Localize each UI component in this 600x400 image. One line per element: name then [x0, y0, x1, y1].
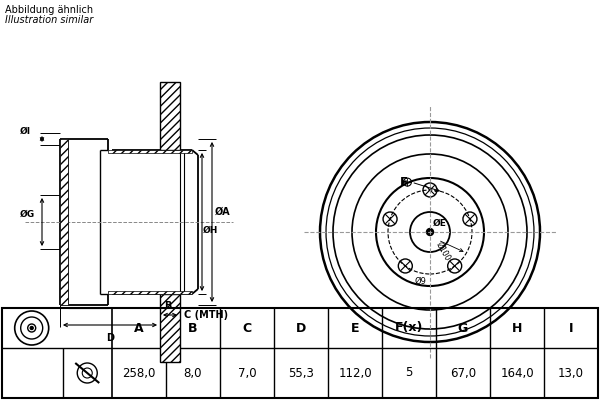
Text: 258,0: 258,0: [122, 366, 155, 380]
Text: D: D: [106, 333, 114, 343]
Bar: [108, 291, 192, 294]
Bar: [108, 150, 192, 153]
Text: 67,0: 67,0: [450, 366, 476, 380]
Text: F(x): F(x): [395, 322, 423, 334]
Text: 112,0: 112,0: [338, 366, 372, 380]
Text: 7,0: 7,0: [238, 366, 256, 380]
Text: I: I: [569, 322, 573, 334]
Text: 5: 5: [406, 366, 413, 380]
Text: B: B: [188, 322, 198, 334]
Text: 8,0: 8,0: [184, 366, 202, 380]
Text: 13,0: 13,0: [558, 366, 584, 380]
Bar: [160, 82, 180, 150]
Text: B: B: [164, 301, 172, 311]
Text: F: F: [400, 176, 407, 189]
Text: ØE: ØE: [433, 219, 447, 228]
Text: C (MTH): C (MTH): [184, 310, 228, 320]
Bar: [60, 139, 112, 305]
Text: H: H: [512, 322, 522, 334]
Bar: [2, 308, 598, 398]
Bar: [108, 150, 198, 294]
Bar: [60, 139, 68, 305]
Text: ØH: ØH: [203, 226, 218, 234]
Text: 55,3: 55,3: [288, 366, 314, 380]
Text: Ø100: Ø100: [434, 240, 452, 262]
Text: Abbildung ähnlich: Abbildung ähnlich: [5, 5, 93, 15]
Text: Illustration similar: Illustration similar: [5, 15, 93, 25]
Text: D: D: [296, 322, 306, 334]
Text: Ø9: Ø9: [415, 277, 426, 286]
Text: ØI: ØI: [20, 126, 31, 136]
Bar: [160, 294, 180, 362]
Text: ØA: ØA: [215, 207, 230, 217]
Text: A: A: [134, 322, 144, 334]
Text: ØG: ØG: [20, 210, 35, 218]
Text: E: E: [351, 322, 359, 334]
Circle shape: [30, 326, 33, 330]
Text: G: G: [458, 322, 468, 334]
Text: 164,0: 164,0: [500, 366, 534, 380]
Text: C: C: [242, 322, 251, 334]
Circle shape: [427, 228, 433, 236]
